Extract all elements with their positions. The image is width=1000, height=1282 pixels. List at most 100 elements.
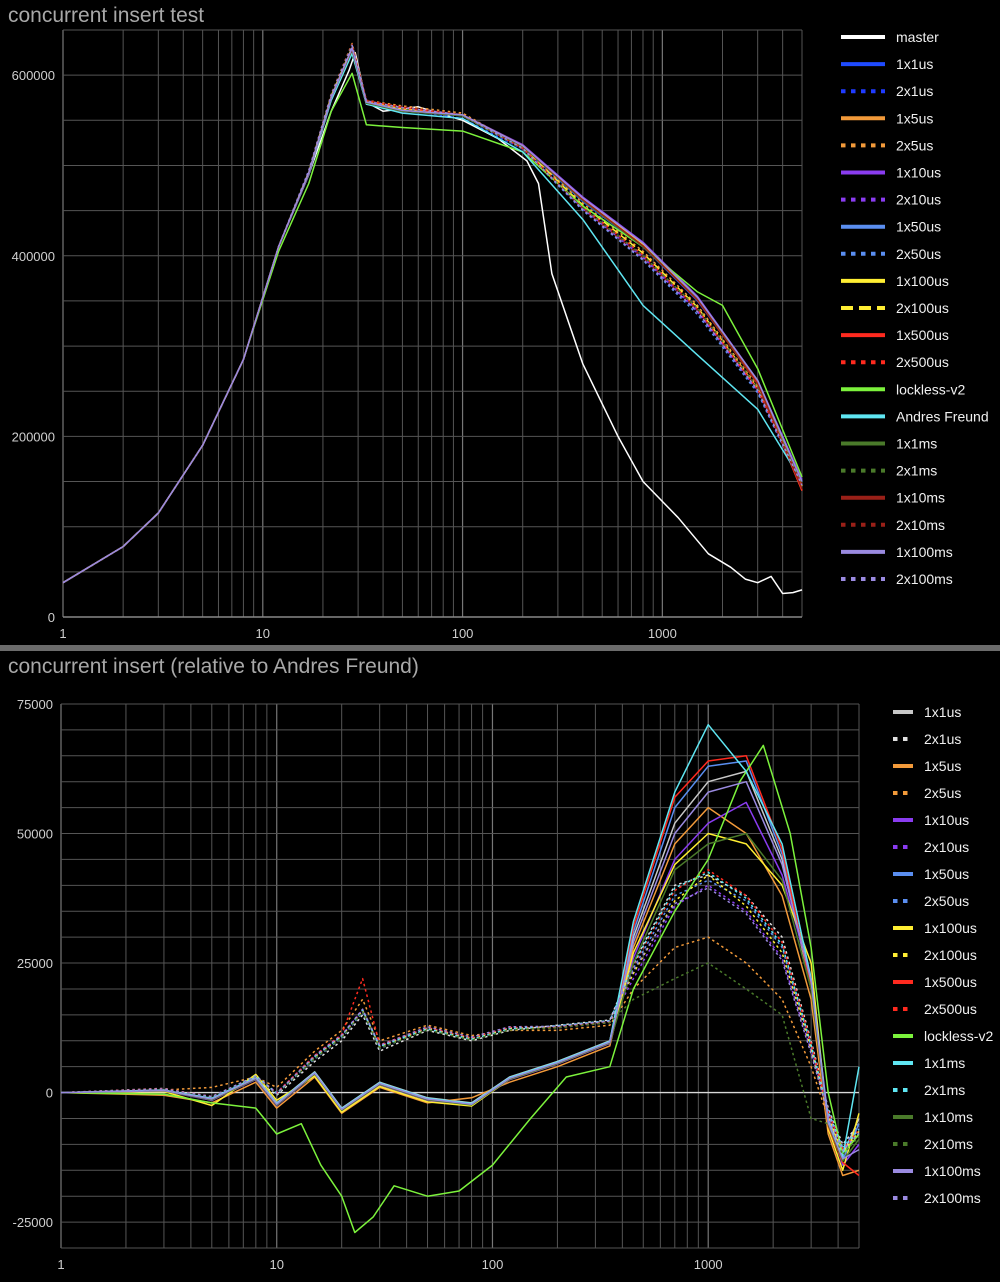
legend-label: 1x10ms — [896, 490, 945, 506]
legend-label: 2x1us — [924, 731, 961, 747]
legend-label: 2x1ms — [896, 463, 937, 479]
legend-label: 2x500us — [924, 1001, 977, 1017]
series-line — [62, 47, 803, 584]
series-line — [60, 874, 860, 1153]
series-line — [60, 806, 860, 1177]
panel-divider — [0, 645, 1000, 651]
legend-label: 2x1ms — [924, 1082, 965, 1098]
chart-svg-top: 0 200000 400000 600000 1 10 100 1000 master 1x1us… — [12, 29, 989, 641]
series-lines — [62, 42, 803, 595]
legend-label: 1x1us — [896, 56, 933, 72]
series-line — [62, 45, 803, 584]
legend-label: 2x5us — [896, 137, 933, 153]
y-tick-label: 75000 — [17, 697, 53, 712]
legend-label: 1x50us — [924, 866, 969, 882]
series-line — [60, 871, 860, 1149]
legend-label: 1x10ms — [924, 1109, 973, 1125]
series-line — [62, 46, 803, 584]
series-line — [60, 879, 860, 1148]
legend-label: 1x100us — [896, 273, 949, 289]
y-tick-label: 200000 — [12, 429, 55, 444]
grid — [62, 29, 803, 618]
legend-label: 1x10us — [924, 812, 969, 828]
series-line — [60, 744, 860, 1234]
x-tick-label: 1000 — [648, 626, 677, 641]
legend-label: 2x100ms — [924, 1190, 981, 1206]
x-tick-label: 100 — [482, 1257, 504, 1272]
y-tick-label: 600000 — [12, 68, 55, 83]
legend-label: 1x1us — [924, 704, 961, 720]
legend-label: 1x10us — [896, 165, 941, 181]
legend: 1x1us 2x1us 1x5us 2x5us 1x10us 2x10us 1x50us 2x… — [893, 704, 993, 1206]
legend-label: 2x50us — [924, 893, 969, 909]
legend-label: 1x1ms — [896, 436, 937, 452]
chart-title: concurrent insert (relative to Andres Fr… — [8, 655, 419, 678]
x-tick-label: 1 — [57, 1257, 64, 1272]
series-line — [60, 832, 860, 1162]
series-line — [62, 45, 803, 584]
legend-label: 2x500us — [896, 354, 949, 370]
chart-svg-bottom: -25000 0 25000 50000 75000 1 10 100 1000 1x1us 2x1… — [13, 697, 994, 1272]
x-tick-label: 10 — [270, 1257, 284, 1272]
y-tick-label: 0 — [46, 1086, 53, 1101]
legend-label: 2x100ms — [896, 571, 953, 587]
series-line — [60, 884, 860, 1151]
chart-panel-bottom: concurrent insert (relative to Andres Fr… — [0, 651, 1000, 1277]
series-line — [62, 51, 803, 595]
series-line — [60, 962, 860, 1156]
legend-label: 1x500us — [924, 974, 977, 990]
series-line — [60, 936, 860, 1156]
y-tick-label: 50000 — [17, 827, 53, 842]
series-line — [60, 780, 860, 1160]
y-tick-label: 400000 — [12, 249, 55, 264]
series-line — [60, 887, 860, 1152]
series-line — [62, 44, 803, 584]
legend-label: 2x5us — [924, 785, 961, 801]
series-line — [60, 755, 860, 1177]
chart-title: concurrent insert test — [8, 4, 205, 27]
legend-label: 1x5us — [896, 110, 933, 126]
legend-label: 2x10ms — [924, 1136, 973, 1152]
legend-label: 2x50us — [896, 246, 941, 262]
x-tick-label: 1 — [59, 626, 66, 641]
series-line — [62, 47, 803, 584]
y-tick-label: 0 — [48, 610, 55, 625]
y-tick-label: -25000 — [13, 1215, 53, 1230]
series-line — [60, 760, 860, 1161]
legend-label: 1x100ms — [896, 544, 953, 560]
legend-label: 2x100us — [924, 947, 977, 963]
legend-label: lockless-v2 — [896, 381, 965, 397]
series-line — [62, 47, 803, 584]
series-line — [60, 832, 860, 1172]
series-line — [62, 44, 803, 584]
legend-label: 1x50us — [896, 219, 941, 235]
series-line — [62, 44, 803, 584]
series-line — [62, 42, 803, 584]
legend-label: 1x100ms — [924, 1163, 981, 1179]
series-line — [60, 874, 860, 1146]
legend-label: 2x10us — [896, 192, 941, 208]
x-tick-label: 1000 — [694, 1257, 723, 1272]
legend-label: 1x5us — [924, 758, 961, 774]
legend-label: 1x100us — [924, 920, 977, 936]
series-line — [62, 43, 803, 584]
legend-label: 2x10ms — [896, 517, 945, 533]
legend-label: 2x10us — [924, 839, 969, 855]
legend-label: 2x1us — [896, 83, 933, 99]
series-lines — [60, 723, 860, 1234]
legend-label: 1x500us — [896, 327, 949, 343]
chart-panel-top: concurrent insert test 0 200000 400000 6000… — [8, 4, 989, 641]
x-tick-label: 10 — [256, 626, 270, 641]
series-line — [62, 52, 803, 584]
legend-label: Andres Freund — [896, 408, 989, 424]
y-tick-label: 25000 — [17, 956, 53, 971]
grid — [60, 703, 860, 1249]
legend: master 1x1us 2x1us 1x5us 2x5us 1x10us 2x10us 1x… — [841, 29, 989, 587]
legend-label: master — [896, 29, 939, 45]
legend-label: 1x1ms — [924, 1055, 965, 1071]
series-line — [62, 44, 803, 584]
legend-label: lockless-v2 — [924, 1028, 993, 1044]
x-tick-label: 100 — [452, 626, 474, 641]
legend-label: 2x100us — [896, 300, 949, 316]
series-line — [62, 72, 803, 584]
